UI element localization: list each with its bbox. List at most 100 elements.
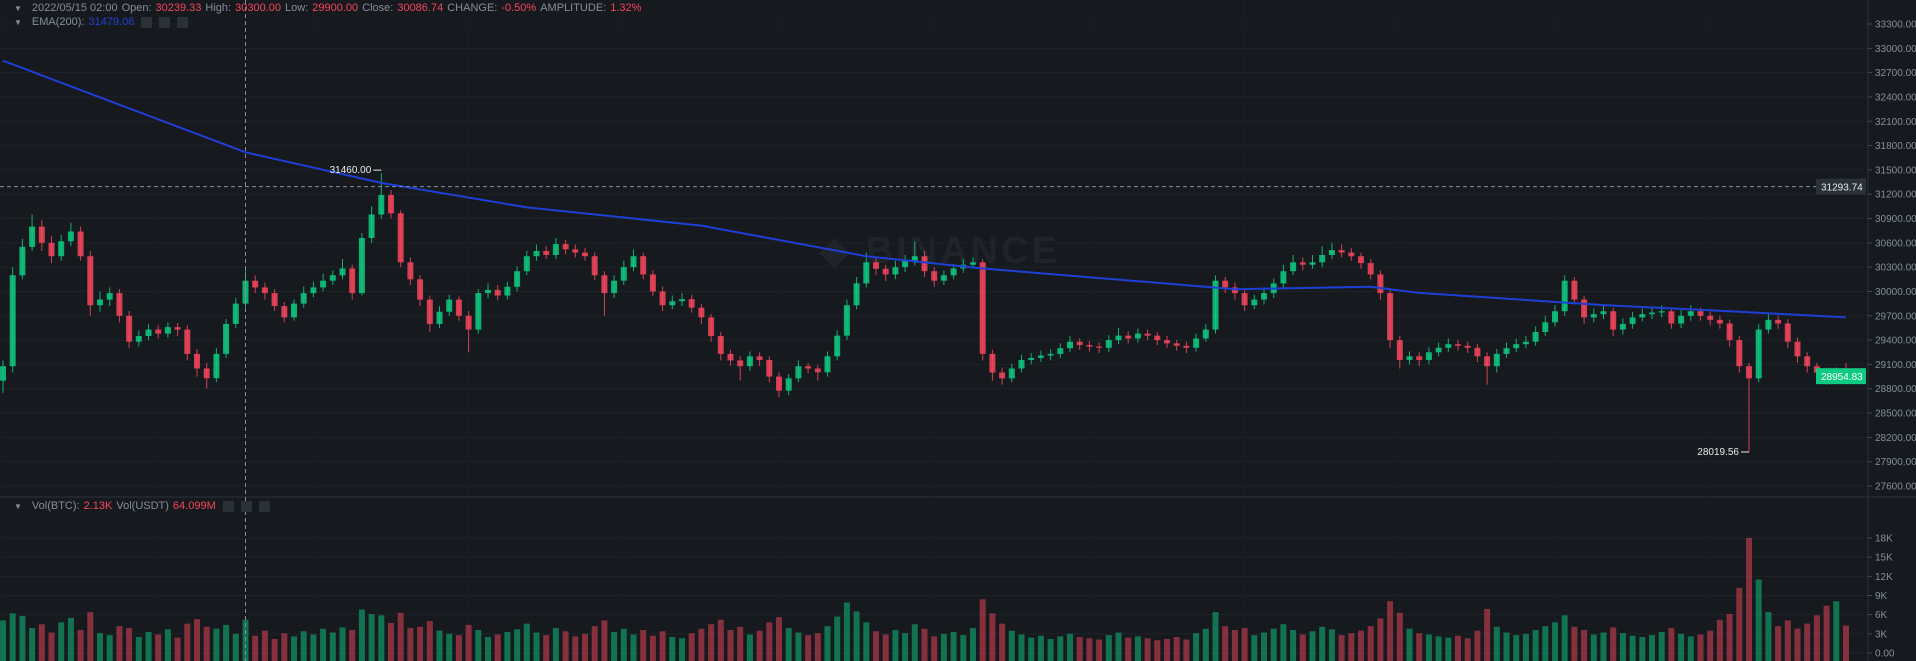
candle-body[interactable] — [1425, 352, 1432, 360]
candle-body[interactable] — [882, 268, 889, 275]
volume-bar[interactable] — [1222, 626, 1229, 661]
candle-body[interactable] — [407, 262, 414, 280]
settings-icon[interactable] — [240, 500, 252, 512]
volume-bar[interactable] — [475, 630, 482, 661]
volume-bar[interactable] — [203, 626, 210, 661]
candle-body[interactable] — [892, 267, 899, 275]
volume-bar[interactable] — [1522, 633, 1529, 661]
volume-bar[interactable] — [649, 635, 656, 661]
candle-body[interactable] — [475, 293, 482, 330]
volume-bar[interactable] — [1173, 637, 1180, 661]
candle-body[interactable] — [737, 360, 744, 367]
volume-bar[interactable] — [679, 638, 685, 661]
volume-bar[interactable] — [232, 633, 239, 661]
volume-bar[interactable] — [601, 620, 608, 661]
candle-body[interactable] — [1290, 262, 1297, 272]
candle-body[interactable] — [1047, 353, 1054, 356]
candle-body[interactable] — [931, 271, 938, 281]
volume-bar[interactable] — [1338, 635, 1345, 661]
candle-body[interactable] — [921, 256, 928, 272]
volume-bar[interactable] — [921, 628, 928, 661]
volume-bar[interactable] — [1552, 622, 1558, 661]
candle-body[interactable] — [67, 231, 74, 242]
candle-body[interactable] — [1193, 338, 1200, 348]
candle-body[interactable] — [659, 291, 666, 306]
candle-body[interactable] — [261, 287, 268, 294]
close-icon[interactable] — [177, 16, 189, 28]
volume-bar[interactable] — [1290, 630, 1297, 661]
volume-bar[interactable] — [29, 628, 36, 661]
volume-bar[interactable] — [97, 633, 103, 661]
volume-bar[interactable] — [1396, 612, 1403, 661]
volume-bar[interactable] — [659, 631, 666, 661]
volume-bar[interactable] — [126, 628, 133, 661]
volume-bar[interactable] — [1047, 638, 1054, 661]
volume-bar[interactable] — [174, 637, 181, 661]
candle-body[interactable] — [630, 256, 637, 268]
candle-body[interactable] — [164, 327, 171, 334]
candle-body[interactable] — [1600, 311, 1607, 315]
candle-body[interactable] — [87, 256, 94, 306]
candle-body[interactable] — [582, 252, 588, 257]
volume-bar[interactable] — [1687, 636, 1694, 661]
candle-body[interactable] — [426, 299, 433, 324]
candle-body[interactable] — [339, 268, 346, 276]
volume-bar[interactable] — [455, 635, 462, 661]
volume-bar[interactable] — [960, 635, 967, 661]
candle-body[interactable] — [465, 315, 472, 330]
volume-bar[interactable] — [1144, 638, 1151, 661]
volume-bar[interactable] — [669, 637, 676, 661]
volume-bar[interactable] — [1755, 579, 1762, 661]
candle-body[interactable] — [1086, 344, 1093, 347]
candle-body[interactable] — [1018, 359, 1025, 369]
volume-bar[interactable] — [1319, 626, 1326, 661]
candle-body[interactable] — [970, 262, 976, 265]
volume-bar[interactable] — [853, 611, 860, 661]
candle-body[interactable] — [106, 293, 113, 300]
candle-body[interactable] — [1144, 333, 1151, 336]
volume-bar[interactable] — [388, 622, 394, 661]
volume-bar[interactable] — [1629, 635, 1636, 661]
volume-bar[interactable] — [591, 626, 598, 661]
volume-bar[interactable] — [38, 624, 45, 661]
candle-body[interactable] — [1532, 332, 1539, 342]
candle-body[interactable] — [1484, 356, 1491, 367]
candle-body[interactable] — [1222, 280, 1229, 288]
volume-bar[interactable] — [698, 628, 705, 661]
volume-bar[interactable] — [1067, 633, 1073, 661]
candle-body[interactable] — [184, 329, 191, 354]
candle-body[interactable] — [397, 213, 404, 263]
candle-body[interactable] — [1658, 311, 1665, 313]
candle-body[interactable] — [388, 195, 394, 214]
volume-bar[interactable] — [1532, 630, 1539, 661]
candle-body[interactable] — [378, 195, 385, 215]
volume-bar[interactable] — [1028, 637, 1035, 661]
candle-body[interactable] — [902, 260, 909, 268]
candle-body[interactable] — [19, 246, 26, 276]
candle-body[interactable] — [1387, 293, 1394, 341]
volume-bar[interactable] — [446, 633, 453, 661]
volume-bar[interactable] — [87, 612, 94, 661]
candle-body[interactable] — [1280, 271, 1287, 284]
candle-body[interactable] — [1416, 356, 1423, 360]
volume-bar[interactable] — [1833, 601, 1840, 661]
candle-body[interactable] — [1299, 262, 1306, 265]
volume-bar[interactable] — [843, 602, 850, 661]
candle-body[interactable] — [1503, 348, 1510, 354]
candle-body[interactable] — [1668, 311, 1675, 324]
volume-bar[interactable] — [1445, 637, 1452, 661]
volume-bar[interactable] — [611, 631, 618, 661]
candle-body[interactable] — [271, 293, 278, 307]
volume-bar[interactable] — [1716, 619, 1723, 661]
candle-body[interactable] — [824, 356, 831, 373]
volume-bar[interactable] — [58, 622, 65, 661]
candle-body[interactable] — [1338, 250, 1345, 253]
volume-bar[interactable] — [785, 628, 792, 661]
volume-bar[interactable] — [397, 612, 404, 661]
candle-body[interactable] — [1105, 340, 1112, 348]
candle-body[interactable] — [9, 275, 16, 367]
candle-body[interactable] — [1542, 322, 1549, 332]
candle-body[interactable] — [1435, 347, 1442, 353]
candle-body[interactable] — [1154, 335, 1161, 341]
volume-bar[interactable] — [640, 630, 647, 661]
